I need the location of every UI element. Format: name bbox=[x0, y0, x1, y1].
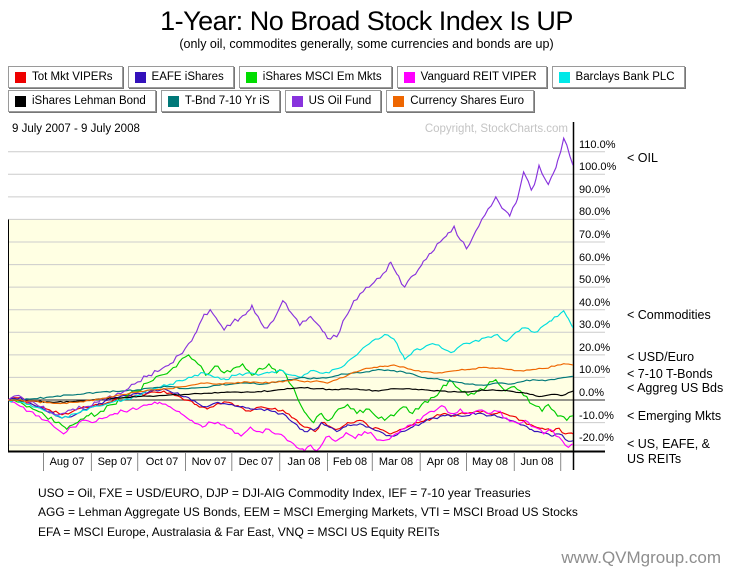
legend-row-2: iShares Lehman Bond T-Bnd 7-10 Yr iS US Oi… bbox=[8, 90, 535, 112]
series-line-currency-shares-euro bbox=[8, 363, 573, 405]
x-tick-label: Jan 08 bbox=[287, 456, 321, 468]
annotation-commodities: < Commodities bbox=[627, 308, 711, 322]
legend-item-tot-mkt-vipers[interactable]: Tot Mkt VIPERs bbox=[8, 66, 123, 88]
legend-item-ishares-msci-em-mkts[interactable]: iShares MSCI Em Mkts bbox=[238, 66, 392, 88]
annotation-emerging-mkts: < Emerging Mkts bbox=[627, 409, 722, 423]
y-tick-label: 90.0% bbox=[579, 184, 611, 196]
legend-label: iShares MSCI Em Mkts bbox=[262, 71, 382, 83]
footnote-line-3: EFA = MSCI Europe, Australasia & Far Eas… bbox=[38, 525, 440, 539]
annotation-oil: < OIL bbox=[627, 151, 658, 165]
series-line-ishares-msci-em-mkts bbox=[8, 354, 573, 431]
legend-label: Tot Mkt VIPERs bbox=[32, 71, 113, 83]
legend-swatch-icon bbox=[291, 95, 303, 107]
legend-item-us-oil-fund[interactable]: US Oil Fund bbox=[284, 90, 382, 112]
legend-swatch-icon bbox=[134, 71, 146, 83]
legend-label: Barclays Bank PLC bbox=[575, 71, 675, 83]
legend-label: iShares Lehman Bond bbox=[32, 95, 146, 107]
x-tick-label: Nov 07 bbox=[191, 456, 227, 468]
x-tick-label: Jun 08 bbox=[520, 456, 554, 468]
legend-swatch-icon bbox=[15, 71, 26, 83]
annotation-us-eafe-us-reits: < US, EAFE, & US REITs bbox=[627, 437, 711, 466]
series-line-t-bnd-7-10-yr-is bbox=[8, 368, 573, 401]
performance-chart bbox=[8, 122, 605, 471]
y-tick-label: 60.0% bbox=[579, 252, 611, 264]
x-tick-label: Feb 08 bbox=[332, 456, 368, 468]
legend-swatch-icon bbox=[558, 71, 570, 83]
annotation-7-10-t-bonds: < 7-10 T-Bonds bbox=[627, 367, 713, 381]
footnote-line-2: AGG = Lehman Aggregate US Bonds, EEM = M… bbox=[38, 505, 578, 519]
y-tick-label: 0.0% bbox=[579, 387, 605, 399]
series-line-tot-mkt-vipers bbox=[8, 390, 573, 435]
series-line-vanguard-reit-viper bbox=[8, 399, 573, 451]
legend-swatch-icon bbox=[245, 71, 257, 83]
legend-row-1: Tot Mkt VIPERs EAFE iShares iShares MSCI E… bbox=[8, 66, 685, 88]
y-tick-label: 80.0% bbox=[579, 206, 611, 218]
legend-item-barclays-bank-plc[interactable]: Barclays Bank PLC bbox=[551, 66, 685, 88]
chart-date-range: 9 July 2007 - 9 July 2008 bbox=[12, 123, 140, 135]
x-tick-label: May 08 bbox=[471, 456, 509, 468]
legend-label: T-Bnd 7-10 Yr iS bbox=[184, 95, 270, 107]
y-tick-label: 50.0% bbox=[579, 274, 611, 286]
series-line-barclays-bank-plc bbox=[8, 309, 573, 419]
y-tick-label: 10.0% bbox=[579, 364, 611, 376]
y-tick-label: 100.0% bbox=[579, 161, 617, 173]
legend-item-ishares-lehman-bond[interactable]: iShares Lehman Bond bbox=[8, 90, 156, 112]
page-title: 1-Year: No Broad Stock Index Is UP bbox=[160, 6, 573, 36]
x-tick-label: Mar 08 bbox=[378, 456, 414, 468]
y-tick-label: -20.0% bbox=[579, 432, 614, 444]
x-tick-label: Dec 07 bbox=[238, 456, 274, 468]
y-tick-label: 70.0% bbox=[579, 229, 611, 241]
legend-item-vanguard-reit-viper[interactable]: Vanguard REIT VIPER bbox=[396, 66, 547, 88]
y-tick-label: 110.0% bbox=[579, 139, 616, 151]
legend-item-t-bnd-7-10-yr-is[interactable]: T-Bnd 7-10 Yr iS bbox=[160, 90, 280, 112]
plot-background bbox=[8, 219, 573, 451]
legend-label: EAFE iShares bbox=[151, 71, 224, 83]
x-tick-label: Apr 08 bbox=[426, 456, 460, 468]
legend-swatch-icon bbox=[393, 95, 405, 107]
x-tick-label: Sep 07 bbox=[97, 456, 133, 468]
x-tick-label: Aug 07 bbox=[49, 456, 85, 468]
page-subtitle: (only oil, commodites generally, some cu… bbox=[179, 37, 554, 51]
site-watermark: www.QVMgroup.com bbox=[561, 548, 721, 567]
legend-swatch-icon bbox=[403, 71, 415, 83]
annotation-aggreg-us-bds: < Aggreg US Bds bbox=[627, 381, 724, 395]
legend-label: US Oil Fund bbox=[308, 95, 372, 107]
y-tick-label: -10.0% bbox=[579, 410, 614, 422]
annotation-usd-euro: < USD/Euro bbox=[627, 350, 695, 364]
y-tick-label: 20.0% bbox=[579, 342, 611, 354]
legend-item-currency-shares-euro[interactable]: Currency Shares Euro bbox=[386, 90, 535, 112]
legend-item-eafe-ishares[interactable]: EAFE iShares bbox=[127, 66, 234, 88]
legend-label: Vanguard REIT VIPER bbox=[420, 71, 537, 83]
y-tick-label: 30.0% bbox=[579, 319, 611, 331]
legend-swatch-icon bbox=[167, 95, 179, 107]
chart-copyright: Copyright, StockCharts.com bbox=[424, 123, 568, 135]
y-tick-label: 40.0% bbox=[579, 297, 611, 309]
x-tick-label: Oct 07 bbox=[145, 456, 179, 468]
footnote-line-1: USO = Oil, FXE = USD/EURO, DJP = DJI-AIG… bbox=[38, 486, 531, 500]
legend-swatch-icon bbox=[15, 95, 26, 107]
series-line-eafe-ishares bbox=[8, 388, 573, 442]
legend-label: Currency Shares Euro bbox=[410, 95, 525, 107]
